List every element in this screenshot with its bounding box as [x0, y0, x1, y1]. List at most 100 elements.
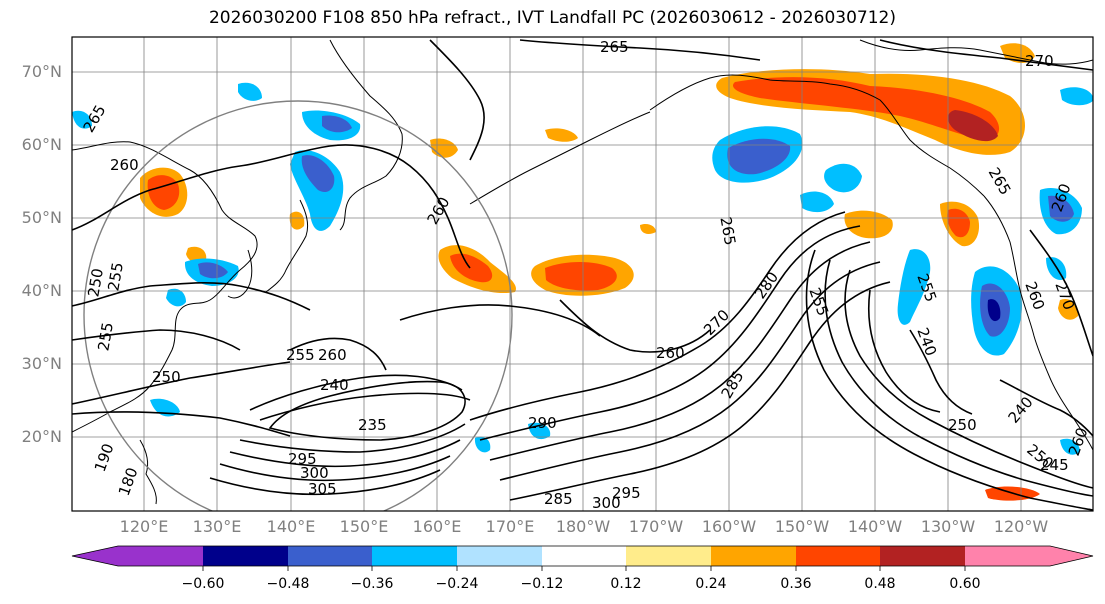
colorbar-bin	[372, 546, 457, 566]
shade-positive	[1000, 43, 1035, 63]
lat-label: 20°N	[21, 427, 62, 446]
coast-canada-north	[859, 39, 1093, 65]
lat-label: 70°N	[21, 62, 62, 81]
contour-label: 270	[1025, 52, 1054, 70]
shade-negative	[1048, 195, 1074, 222]
coast-alaska	[649, 74, 985, 197]
colorbar-bin	[457, 546, 542, 566]
colorbar-extend-left	[72, 546, 118, 566]
lat-label: 50°N	[21, 208, 62, 227]
lon-label: 170°E	[485, 517, 535, 536]
contour-line	[519, 39, 761, 61]
contour-label: 255	[104, 261, 127, 292]
lon-label: 160°E	[412, 517, 462, 536]
contour-label: 295	[288, 450, 317, 468]
shade-positive	[640, 223, 656, 234]
contour-label: 300	[592, 494, 621, 512]
contour-label: 260	[1065, 425, 1092, 458]
shade-positive	[844, 210, 893, 239]
contour-line	[239, 423, 466, 453]
contour-label: 300	[300, 464, 329, 482]
contour-line	[824, 259, 1093, 497]
contour-label: 265	[600, 38, 629, 56]
contour-line	[219, 455, 451, 482]
contour-label: 240	[320, 376, 349, 394]
shade-negative	[727, 138, 791, 175]
contour-line	[469, 211, 846, 421]
map-frame	[71, 36, 1094, 512]
contour-label: 305	[308, 480, 337, 498]
shade-positive	[430, 138, 458, 158]
shade-positive	[289, 211, 305, 230]
contour-label: 295	[612, 484, 641, 502]
contour-label: 265	[985, 164, 1015, 198]
coast-aleutians	[469, 111, 651, 205]
lon-label: 140°E	[266, 517, 316, 536]
colorbar-outline	[71, 545, 1094, 567]
shade-negative	[166, 288, 186, 307]
lon-label: 120°E	[119, 517, 169, 536]
colorbar-tick-label: −0.12	[520, 576, 564, 592]
shade-positive	[732, 77, 1000, 140]
contour-line	[1029, 229, 1093, 357]
contour-label: 250	[152, 368, 181, 386]
shade-positive	[947, 208, 970, 238]
shade-positive	[1058, 298, 1079, 320]
shade-negative	[474, 436, 491, 453]
shade-positive	[450, 253, 493, 283]
lon-label: 180°W	[555, 517, 611, 536]
shading-layer	[72, 43, 1093, 501]
colorbar-tick-label: −0.48	[266, 576, 310, 592]
colorbar-tick-label: −0.36	[350, 576, 394, 592]
contour-line	[72, 411, 291, 437]
contour-label: 260	[424, 194, 454, 228]
contour-label: 245	[1040, 456, 1069, 474]
colorbar-extend-right	[1050, 546, 1093, 566]
coast-kamchatka	[329, 39, 403, 231]
colorbar-bin	[626, 546, 711, 566]
shade-negative	[238, 82, 262, 101]
contour-line	[999, 379, 1093, 437]
shade-negative	[824, 163, 862, 193]
contour-label: 285	[544, 490, 573, 508]
contour-line	[909, 329, 973, 415]
shade-negative	[301, 155, 335, 193]
colorbar-bin	[796, 546, 880, 566]
shade-negative	[1046, 257, 1067, 280]
contour-line	[559, 299, 711, 353]
colorbar	[71, 545, 1094, 571]
colorbar-tick-label: 0.48	[864, 576, 896, 592]
coast-bc-wa	[983, 195, 1093, 451]
contour-label: 240	[1005, 393, 1037, 427]
map-title: 2026030200 F108 850 hPa refract., IVT La…	[208, 8, 896, 28]
shade-negative	[72, 110, 92, 129]
contour-line	[209, 469, 441, 496]
contour-label: 290	[528, 414, 557, 432]
reference-circle	[83, 100, 513, 511]
lon-label: 140°W	[847, 517, 903, 536]
contour-label: 260	[318, 346, 347, 364]
lon-label: 150°W	[774, 517, 830, 536]
shade-negative	[322, 115, 352, 133]
colorbar-tick-label: −0.60	[181, 576, 225, 592]
contour-line	[259, 392, 471, 421]
contour-label: 255	[805, 285, 832, 318]
lat-label: 60°N	[21, 135, 62, 154]
contour-label: 250	[84, 267, 107, 298]
contour-label: 190	[91, 441, 118, 474]
shade-negative	[1060, 87, 1093, 106]
shade-negative	[897, 249, 931, 325]
contour-label: 265	[80, 102, 110, 136]
colorbar-bin	[965, 546, 1050, 566]
lon-label: 130°E	[192, 517, 242, 536]
lon-label: 150°E	[339, 517, 389, 536]
contour-label: 285	[718, 368, 748, 402]
lon-label: 160°W	[701, 517, 757, 536]
contour-line	[72, 282, 311, 311]
contour-label: 265	[716, 215, 739, 246]
contour-line	[499, 261, 881, 481]
contour-line	[268, 380, 466, 441]
contour-label: 255	[286, 346, 315, 364]
contour-line	[429, 39, 485, 161]
